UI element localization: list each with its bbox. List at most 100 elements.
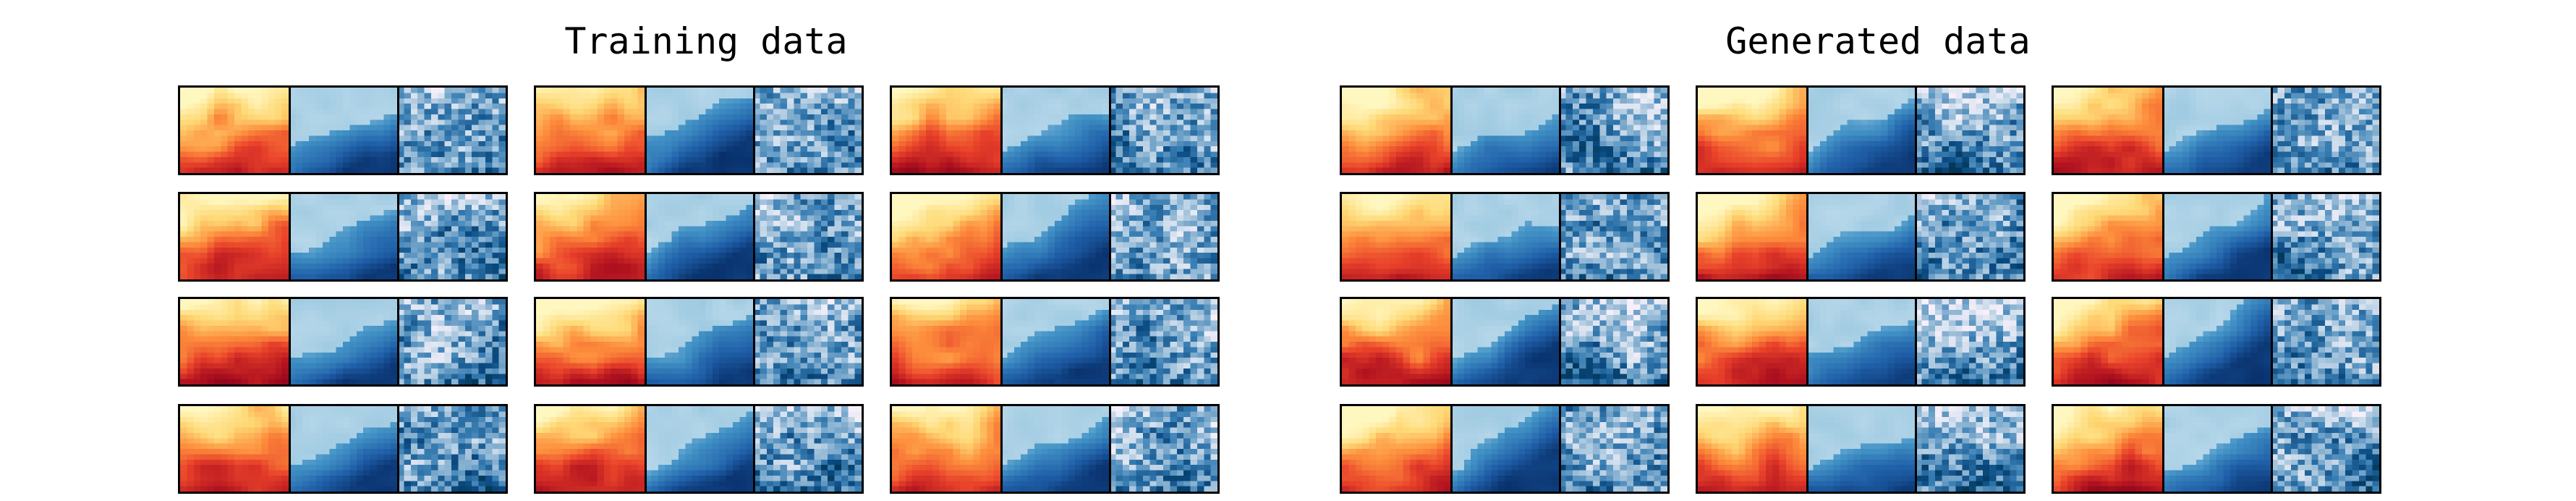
velocity-field-tile: [2271, 194, 2379, 279]
temperature-field-image: [1342, 299, 1450, 384]
temperature-field-tile: [536, 406, 645, 492]
temperature-field-image: [180, 194, 289, 279]
velocity-field-tile: [753, 299, 862, 384]
temperature-field-tile: [2054, 88, 2162, 173]
temperature-field-image: [536, 406, 645, 492]
velocity-field-image: [2271, 88, 2379, 173]
salinity-field-tile: [289, 194, 397, 279]
salinity-field-image: [289, 299, 397, 384]
temperature-field-image: [1342, 88, 1450, 173]
salinity-field-image: [1806, 299, 1915, 384]
velocity-field-image: [397, 194, 506, 279]
salinity-field-tile: [1450, 299, 1559, 384]
temperature-field-tile: [892, 88, 1000, 173]
temperature-field-image: [1698, 299, 1806, 384]
salinity-field-image: [1000, 299, 1109, 384]
sample-triplet: [178, 85, 508, 175]
salinity-field-tile: [1806, 299, 1915, 384]
temperature-field-image: [2054, 299, 2162, 384]
salinity-field-tile: [2162, 299, 2271, 384]
velocity-field-image: [1109, 406, 1217, 492]
temperature-field-tile: [892, 299, 1000, 384]
velocity-field-image: [1915, 194, 2023, 279]
sample-triplet: [1340, 404, 1670, 494]
temperature-field-tile: [2054, 194, 2162, 279]
velocity-field-image: [2271, 299, 2379, 384]
temperature-field-image: [1698, 88, 1806, 173]
sample-triplet: [534, 192, 864, 282]
temperature-field-tile: [1698, 88, 1806, 173]
salinity-field-tile: [1450, 406, 1559, 492]
sample-triplet: [890, 192, 1220, 282]
velocity-field-image: [1915, 299, 2023, 384]
salinity-field-image: [2162, 406, 2271, 492]
velocity-field-tile: [2271, 299, 2379, 384]
temperature-field-tile: [2054, 299, 2162, 384]
sample-triplet: [534, 404, 864, 494]
velocity-field-tile: [753, 88, 862, 173]
temperature-field-tile: [1342, 406, 1450, 492]
salinity-field-image: [1450, 406, 1559, 492]
salinity-field-tile: [645, 299, 753, 384]
velocity-field-image: [1559, 88, 1667, 173]
sample-triplet: [1696, 297, 2025, 387]
sample-triplet: [178, 297, 508, 387]
salinity-field-image: [1450, 299, 1559, 384]
sample-triplet: [2052, 192, 2381, 282]
salinity-field-tile: [645, 194, 753, 279]
temperature-field-tile: [1342, 88, 1450, 173]
sample-triplet: [1340, 297, 1670, 387]
velocity-field-image: [397, 406, 506, 492]
training-data-title: Training data: [564, 20, 848, 62]
temperature-field-image: [1342, 194, 1450, 279]
velocity-field-tile: [1915, 88, 2023, 173]
salinity-field-image: [645, 88, 753, 173]
temperature-field-image: [1698, 194, 1806, 279]
velocity-field-tile: [753, 194, 862, 279]
velocity-field-image: [1109, 299, 1217, 384]
velocity-field-image: [1109, 88, 1217, 173]
salinity-field-tile: [289, 406, 397, 492]
velocity-field-image: [1559, 299, 1667, 384]
temperature-field-tile: [892, 194, 1000, 279]
velocity-field-image: [1915, 406, 2023, 492]
velocity-field-tile: [1915, 406, 2023, 492]
salinity-field-image: [1450, 194, 1559, 279]
salinity-field-image: [1000, 194, 1109, 279]
velocity-field-tile: [1559, 194, 1667, 279]
temperature-field-image: [180, 299, 289, 384]
temperature-field-tile: [536, 194, 645, 279]
velocity-field-image: [397, 299, 506, 384]
salinity-field-image: [1000, 406, 1109, 492]
velocity-field-image: [2271, 194, 2379, 279]
salinity-field-image: [645, 299, 753, 384]
sample-triplet: [1696, 85, 2025, 175]
sample-triplet: [2052, 297, 2381, 387]
sample-triplet: [178, 404, 508, 494]
salinity-field-tile: [289, 88, 397, 173]
temperature-field-tile: [1698, 194, 1806, 279]
salinity-field-image: [1806, 406, 1915, 492]
salinity-field-tile: [1806, 194, 1915, 279]
velocity-field-tile: [1915, 194, 2023, 279]
velocity-field-image: [753, 88, 862, 173]
velocity-field-image: [753, 406, 862, 492]
salinity-field-tile: [1000, 299, 1109, 384]
velocity-field-tile: [1559, 299, 1667, 384]
temperature-field-image: [180, 406, 289, 492]
temperature-field-image: [2054, 88, 2162, 173]
velocity-field-image: [1559, 406, 1667, 492]
sample-triplet: [534, 297, 864, 387]
salinity-field-tile: [1806, 88, 1915, 173]
temperature-field-tile: [180, 88, 289, 173]
generated-data-title: Generated data: [1725, 20, 2031, 62]
salinity-field-image: [1450, 88, 1559, 173]
temperature-field-image: [892, 299, 1000, 384]
sample-triplet: [2052, 404, 2381, 494]
temperature-field-tile: [1698, 406, 1806, 492]
sample-triplet: [1340, 192, 1670, 282]
salinity-field-image: [289, 406, 397, 492]
temperature-field-tile: [180, 406, 289, 492]
salinity-field-image: [1000, 88, 1109, 173]
velocity-field-tile: [1109, 88, 1217, 173]
